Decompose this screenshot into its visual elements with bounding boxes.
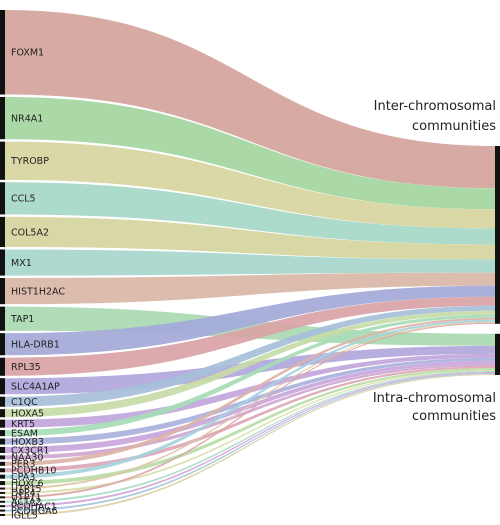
link-per3 (5, 317, 495, 466)
source-label-foxm1: FOXM1 (11, 48, 44, 59)
target-labels: Inter-chromosomal communities Intra-chromo… (373, 99, 496, 424)
source-label-hla-drb1: HLA-DRB1 (11, 340, 60, 351)
link-utp15 (5, 321, 495, 490)
source-label-dpp4: DPP4 (11, 488, 36, 499)
source-label-tap1: TAP1 (10, 314, 34, 325)
link-utp11 (5, 322, 495, 499)
target-label-intra-line-1: Intra-chromosomal (373, 391, 496, 406)
link-hla-drb1 (5, 285, 495, 356)
source-node-acta2 (0, 500, 5, 503)
sankey-links (5, 10, 495, 516)
link-ccl5 (5, 182, 495, 245)
target-label-inter-line-1: Inter-chromosomal (374, 99, 496, 114)
link-hist1h2ac (5, 272, 495, 305)
link-igll5 (5, 373, 495, 516)
source-label-pcdhb10: PCDHB10 (11, 466, 56, 477)
source-node-foxm1 (0, 10, 5, 95)
source-node-slc4a1ap (0, 378, 5, 395)
source-label-hoxa5: HOXA5 (11, 408, 44, 419)
source-label-per3: PER3 (11, 459, 35, 470)
link-foxm1 (5, 10, 495, 189)
source-label-hoxc6: HOXC6 (11, 478, 44, 489)
target-nodes (495, 146, 500, 375)
source-node-hist1h2ac (0, 278, 5, 305)
target-label-inter-line-2: communities (412, 119, 496, 134)
source-node-naa30 (0, 455, 5, 460)
source-node-ccl5 (0, 182, 5, 215)
source-node-nr4a1 (0, 96, 5, 140)
link-c1qc (5, 305, 495, 407)
target-label-intra-line-2: communities (412, 409, 496, 424)
source-label-mx1: MX1 (11, 258, 32, 269)
source-node-pcdhga6 (0, 509, 5, 512)
source-node-rpl35 (0, 357, 5, 376)
source-label-nr4a1: NR4A1 (11, 113, 43, 124)
link-pcdhb10 (5, 365, 495, 473)
source-node-cx3cr1 (0, 446, 5, 453)
link-pcdhac1 (5, 371, 495, 508)
source-label-pcdhga6: PCDHGA6 (11, 506, 58, 517)
source-node-hoxa5 (0, 409, 5, 418)
source-label-c1qc: C1QC (11, 397, 38, 408)
target-node-intra (495, 333, 500, 375)
source-node-tyrobp (0, 141, 5, 180)
source-label-slc4a1ap: SLC4A1AP (11, 382, 60, 393)
source-label-krt5: KRT5 (11, 419, 35, 430)
source-node-hla-drb1 (0, 333, 5, 356)
source-label-cx3cr1: CX3CR1 (11, 445, 49, 456)
source-label-hist1h2ac: HIST1H2AC (11, 286, 65, 297)
source-label-esam: ESAM (11, 428, 38, 439)
source-label-ccl5: CCL5 (11, 194, 36, 205)
source-node-igll5 (0, 513, 5, 516)
link-tap1 (5, 306, 495, 346)
source-node-pcdhac1 (0, 505, 5, 508)
link-hoxb3 (5, 357, 495, 445)
source-node-mx1 (0, 249, 5, 276)
source-node-utp11 (0, 496, 5, 499)
link-rpl35 (5, 296, 495, 376)
link-hoxc6 (5, 367, 495, 486)
source-node-pcdhb10 (0, 468, 5, 473)
source-node-hoxb3 (0, 438, 5, 445)
source-node-c1qc (0, 396, 5, 407)
link-cx3cr1 (5, 360, 495, 453)
source-label-igll5: IGLL5 (11, 510, 38, 520)
source-label-acta2: ACTA2 (11, 497, 42, 508)
source-node-tap1 (0, 306, 5, 331)
source-label-col5a2: COL5A2 (11, 227, 49, 238)
source-label-hoxb3: HOXB3 (11, 437, 44, 448)
link-naa30 (5, 363, 495, 460)
source-node-col5a2 (0, 216, 5, 248)
source-node-hoxc6 (0, 481, 5, 486)
source-node-esam (0, 430, 5, 437)
source-node-dpp4 (0, 491, 5, 494)
source-node-krt5 (0, 419, 5, 428)
source-label-naa30: NAA30 (11, 453, 43, 464)
link-slc4a1ap (5, 345, 495, 395)
link-nr4a1 (5, 96, 495, 210)
source-label-cpa3: CPA3 (11, 472, 35, 483)
link-esam (5, 314, 495, 437)
source-label-utp11: UTP11 (11, 493, 42, 504)
link-col5a2 (5, 216, 495, 260)
link-tyrobp (5, 141, 495, 229)
source-label-utp15: UTP15 (11, 484, 42, 495)
source-label-rpl35: RPL35 (11, 362, 41, 373)
source-node-cpa3 (0, 474, 5, 479)
source-node-per3 (0, 461, 5, 466)
link-mx1 (5, 249, 495, 276)
source-labels: FOXM1 NR4A1 TYROBP CCL5 COL5A2 MX1 HIST1H2AC TA… (10, 48, 65, 522)
source-label-pcdhac1: PCDHAC1 (11, 501, 57, 512)
link-dpp4 (5, 369, 495, 494)
source-nodes (0, 10, 5, 516)
link-cpa3 (5, 319, 495, 479)
link-pcdhga6 (5, 372, 495, 512)
source-node-utp15 (0, 487, 5, 490)
link-hoxa5 (5, 310, 495, 418)
source-label-tyrobp: TYROBP (10, 156, 49, 167)
link-acta2 (5, 370, 495, 503)
target-node-inter (495, 146, 500, 324)
